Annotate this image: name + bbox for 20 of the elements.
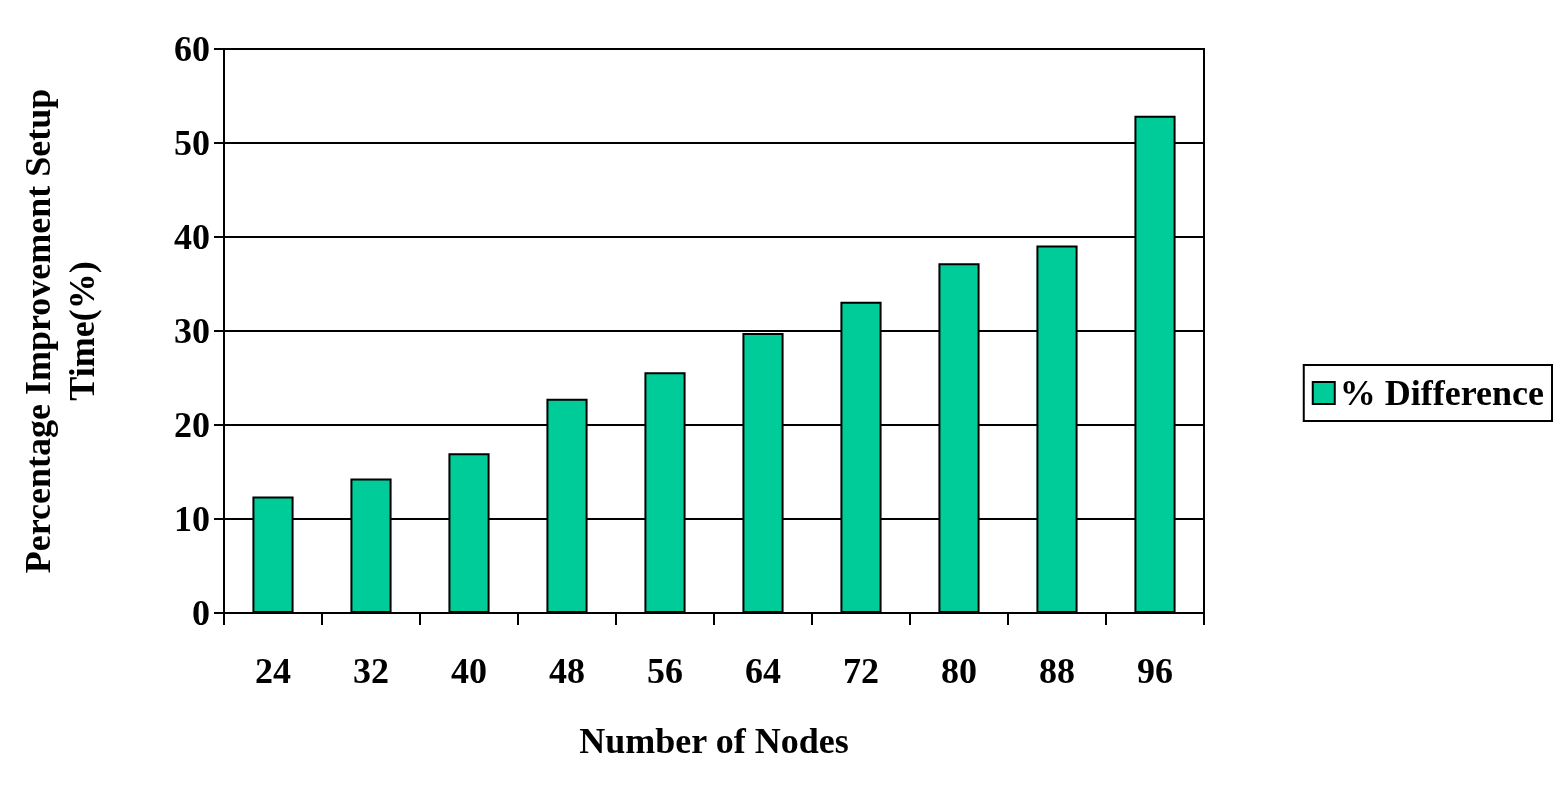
- y-tick-label: 60: [174, 29, 210, 69]
- x-tick-label: 48: [549, 651, 585, 691]
- x-tick-label: 40: [451, 651, 487, 691]
- legend-label: % Difference: [1339, 373, 1545, 413]
- x-tick-label: 96: [1137, 651, 1173, 691]
- y-tick-label: 30: [174, 311, 210, 351]
- x-axis-title: Number of Nodes: [579, 721, 849, 761]
- x-tick-label: 88: [1039, 651, 1075, 691]
- x-tick-label: 80: [941, 651, 977, 691]
- y-tick-label: 50: [174, 123, 210, 163]
- x-tick-label: 72: [843, 651, 879, 691]
- y-tick-label: 0: [192, 593, 210, 633]
- x-tick-label: 56: [647, 651, 683, 691]
- y-tick-label: 20: [174, 405, 210, 445]
- x-tick-label: 64: [745, 651, 781, 691]
- x-tick-label: 32: [353, 651, 389, 691]
- y-tick-label: 40: [174, 217, 210, 257]
- x-tick-label: 24: [255, 651, 291, 691]
- y-axis-title: Percentage Improvement Setup Time(%): [18, 88, 102, 574]
- y-tick-label: 10: [174, 499, 210, 539]
